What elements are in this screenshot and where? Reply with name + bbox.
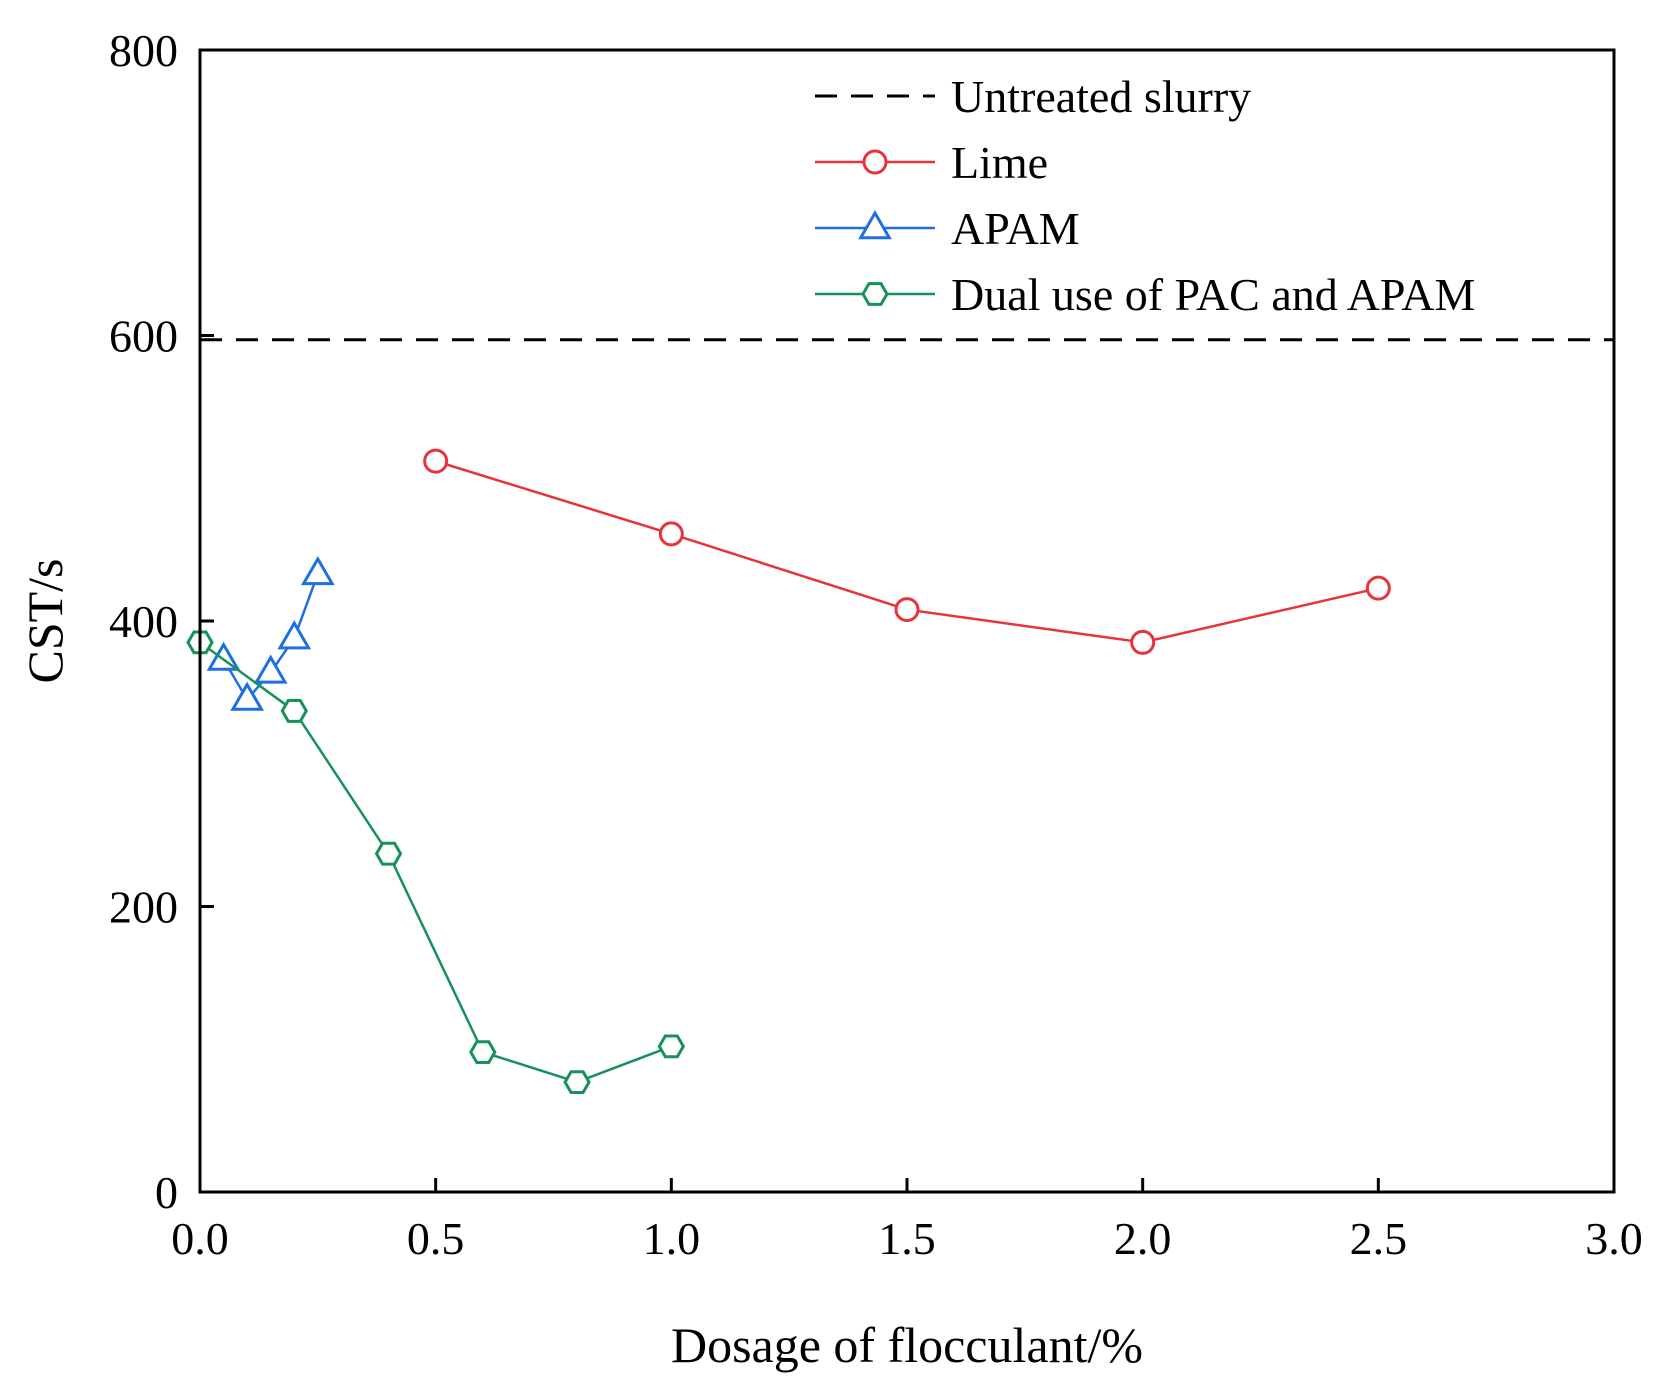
data-point-apam bbox=[206, 641, 241, 671]
data-point-dual-use-of-pac-and-apam bbox=[563, 1070, 591, 1094]
legend-label: Dual use of PAC and APAM bbox=[951, 269, 1475, 320]
x-tick-label: 3.0 bbox=[1585, 1213, 1643, 1264]
data-point-lime bbox=[1365, 575, 1391, 601]
y-tick-label: 600 bbox=[109, 311, 178, 362]
y-tick-label: 200 bbox=[109, 882, 178, 933]
data-point-apam bbox=[300, 555, 335, 586]
series-dual-use-of-pac-and-apam bbox=[186, 630, 686, 1094]
legend-label: Untreated slurry bbox=[951, 71, 1251, 122]
data-point-apam bbox=[253, 654, 288, 684]
data-point-lime bbox=[894, 597, 920, 623]
series-lime bbox=[423, 448, 1391, 655]
data-point-dual-use-of-pac-and-apam bbox=[374, 841, 403, 866]
x-tick-label: 2.0 bbox=[1114, 1213, 1172, 1264]
x-tick-label: 0.0 bbox=[171, 1213, 229, 1264]
x-axis-title: Dosage of flocculant/% bbox=[671, 1317, 1143, 1373]
data-point-lime bbox=[658, 521, 684, 547]
legend-entry-untreated-slurry: Untreated slurry bbox=[815, 71, 1251, 122]
legend-entry-dual-use-of-pac-and-apam: Dual use of PAC and APAM bbox=[815, 269, 1475, 320]
y-tick-label: 0 bbox=[155, 1167, 178, 1218]
series-apam bbox=[206, 555, 335, 711]
legend-label: Lime bbox=[951, 137, 1048, 188]
legend-swatch-marker bbox=[858, 210, 892, 240]
x-tick-label: 0.5 bbox=[407, 1213, 465, 1264]
y-axis-title: CST/s bbox=[17, 558, 73, 683]
plot-frame bbox=[198, 48, 1616, 1194]
data-point-apam bbox=[230, 681, 265, 711]
legend-entry-lime: Lime bbox=[815, 137, 1048, 188]
legend-label: APAM bbox=[951, 203, 1080, 254]
legend-swatch-marker bbox=[861, 282, 889, 306]
series-line-dual-use-of-pac-and-apam bbox=[199, 641, 672, 1084]
data-point-dual-use-of-pac-and-apam bbox=[657, 1034, 686, 1059]
y-tick-label: 400 bbox=[109, 596, 178, 647]
x-tick-label: 1.5 bbox=[878, 1213, 936, 1264]
data-point-dual-use-of-pac-and-apam bbox=[280, 699, 309, 723]
y-tick-label: 800 bbox=[109, 25, 178, 76]
x-tick-label: 2.5 bbox=[1350, 1213, 1408, 1264]
data-point-lime bbox=[1130, 629, 1156, 655]
data-point-lime bbox=[423, 448, 449, 474]
legend-swatch-marker bbox=[862, 149, 888, 175]
legend: Untreated slurry Lime APAM Dual use of PAC … bbox=[815, 71, 1475, 320]
data-point-dual-use-of-pac-and-apam bbox=[469, 1040, 497, 1064]
legend-entry-apam: APAM bbox=[815, 203, 1080, 254]
data-point-apam bbox=[277, 620, 312, 650]
x-tick-label: 1.0 bbox=[643, 1213, 701, 1264]
